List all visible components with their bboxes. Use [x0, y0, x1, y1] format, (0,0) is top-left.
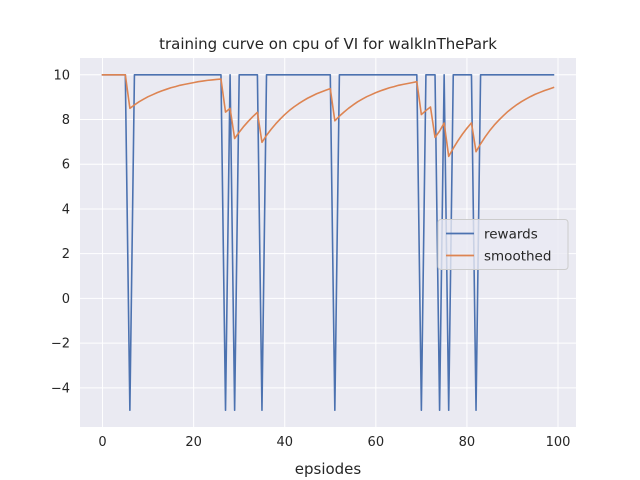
- x-tick-label: 20: [185, 435, 202, 450]
- legend-box: [437, 219, 569, 270]
- x-tick-label: 40: [276, 435, 293, 450]
- legend: rewards smoothed: [437, 219, 569, 270]
- chart-title: training curve on cpu of VI for walkInTh…: [159, 35, 497, 53]
- y-tick-label: 4: [62, 202, 70, 217]
- x-tick-label: 100: [546, 435, 571, 450]
- y-tick-label: 6: [62, 158, 70, 173]
- y-tick-label: 0: [62, 292, 70, 307]
- x-tick-label: 60: [368, 435, 385, 450]
- legend-label: smoothed: [484, 249, 551, 265]
- tick-labels: 0 20 40 60 80 100 −4 −2 0 2 4 6 8 10: [51, 68, 571, 450]
- x-tick-label: 80: [459, 435, 476, 450]
- y-tick-label: 10: [53, 68, 70, 83]
- legend-label: rewards: [484, 227, 538, 243]
- series-line-smoothed: [101, 73, 555, 158]
- x-axis-label: epsiodes: [295, 460, 362, 478]
- y-tick-label: 8: [62, 113, 70, 128]
- x-tick-label: 0: [98, 435, 106, 450]
- y-tick-label: 2: [62, 247, 70, 262]
- y-tick-label: −4: [51, 381, 70, 396]
- y-tick-label: −2: [51, 337, 70, 352]
